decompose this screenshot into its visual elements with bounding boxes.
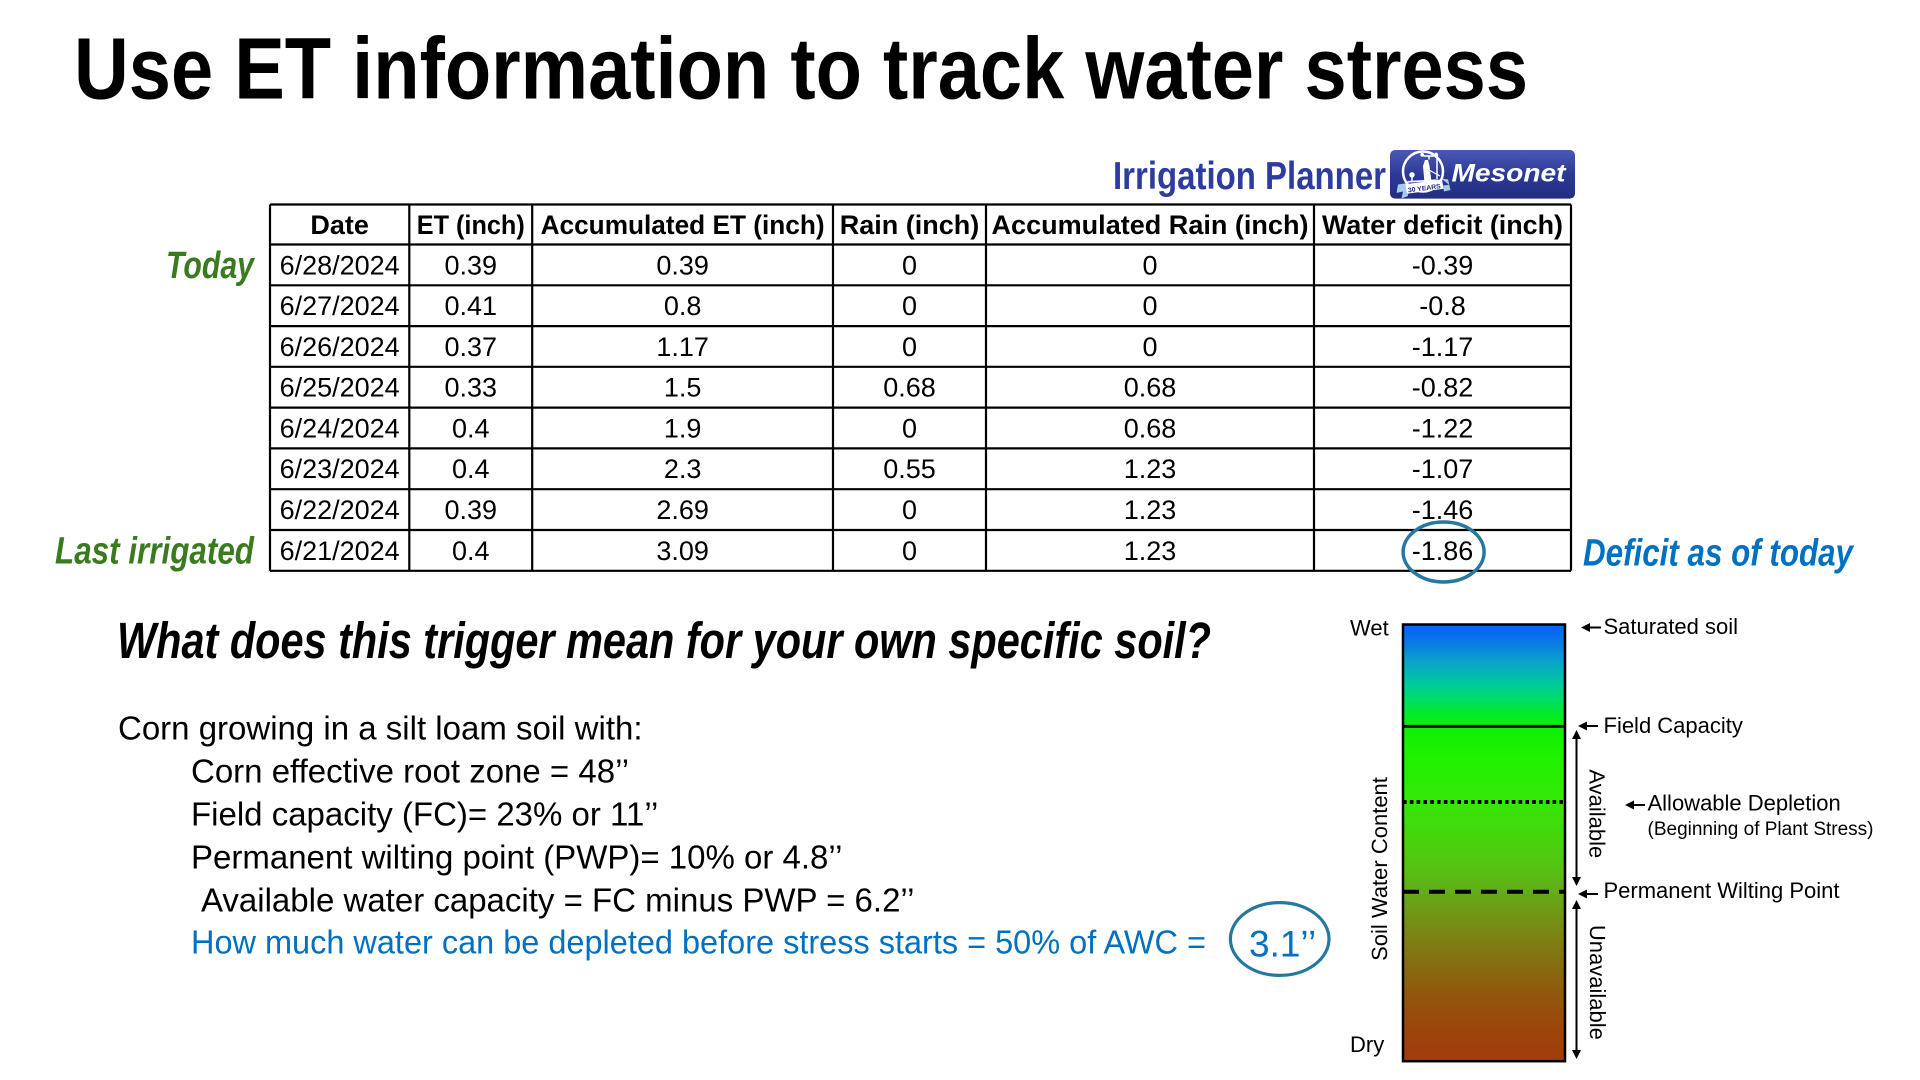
svg-text:1.17: 1.17 — [656, 332, 709, 362]
svg-text:-0.8: -0.8 — [1419, 291, 1466, 321]
svg-text:-1.86: -1.86 — [1412, 536, 1474, 566]
svg-text:6/28/2024: 6/28/2024 — [280, 250, 400, 280]
svg-text:Soil Water Content: Soil Water Content — [1367, 777, 1392, 961]
svg-text:0.55: 0.55 — [883, 454, 936, 484]
svg-text:Saturated soil: Saturated soil — [1604, 614, 1739, 639]
svg-text:Field capacity (FC)= 23% or 11: Field capacity (FC)= 23% or 11’’ — [191, 795, 658, 832]
svg-text:Water deficit (inch): Water deficit (inch) — [1322, 210, 1563, 240]
svg-text:1.9: 1.9 — [664, 413, 702, 443]
svg-text:0.39: 0.39 — [444, 250, 497, 280]
svg-text:3.1’’: 3.1’’ — [1249, 924, 1316, 965]
svg-text:-1.46: -1.46 — [1412, 495, 1474, 525]
svg-text:Date: Date — [310, 210, 369, 240]
svg-text:Wet: Wet — [1350, 615, 1389, 640]
svg-text:0.68: 0.68 — [1124, 373, 1177, 403]
svg-text:Use ET information to track wa: Use ET information to track water stress — [74, 21, 1528, 118]
svg-text:0: 0 — [1142, 250, 1157, 280]
svg-text:Permanent wilting point (PWP)=: Permanent wilting point (PWP)= 10% or 4.… — [191, 838, 842, 875]
svg-text:-0.39: -0.39 — [1412, 250, 1474, 280]
svg-text:3.09: 3.09 — [656, 536, 709, 566]
svg-text:6/21/2024: 6/21/2024 — [280, 536, 400, 566]
svg-text:Mesonet: Mesonet — [1452, 160, 1568, 188]
svg-text:30 YEARS: 30 YEARS — [1408, 183, 1442, 194]
svg-text:1.23: 1.23 — [1124, 495, 1177, 525]
svg-text:Today: Today — [166, 245, 255, 287]
svg-text:6/25/2024: 6/25/2024 — [280, 373, 400, 403]
svg-text:0.4: 0.4 — [452, 536, 490, 566]
svg-text:Corn effective root zone = 48’: Corn effective root zone = 48’’ — [191, 752, 629, 789]
svg-text:0.4: 0.4 — [452, 454, 490, 484]
svg-text:Unavailable: Unavailable — [1585, 925, 1610, 1040]
svg-text:2.3: 2.3 — [664, 454, 702, 484]
svg-text:-1.22: -1.22 — [1412, 413, 1474, 443]
svg-text:Permanent Wilting Point: Permanent Wilting Point — [1604, 878, 1840, 903]
svg-text:-1.07: -1.07 — [1412, 454, 1474, 484]
svg-text:-1.17: -1.17 — [1412, 332, 1474, 362]
svg-text:0: 0 — [902, 291, 917, 321]
svg-text:1.5: 1.5 — [664, 373, 702, 403]
svg-text:6/24/2024: 6/24/2024 — [280, 413, 400, 443]
svg-text:1.23: 1.23 — [1124, 536, 1177, 566]
svg-text:0.8: 0.8 — [664, 291, 702, 321]
svg-text:0: 0 — [1142, 332, 1157, 362]
svg-text:0.68: 0.68 — [1124, 413, 1177, 443]
svg-text:0: 0 — [902, 332, 917, 362]
svg-text:0: 0 — [902, 536, 917, 566]
svg-text:Deficit as of today: Deficit as of today — [1583, 533, 1855, 575]
svg-text:ET (inch): ET (inch) — [417, 210, 525, 240]
svg-text:Available water capacity = FC: Available water capacity = FC minus PWP … — [201, 881, 915, 918]
svg-text:What does this trigger mean fo: What does this trigger mean for your own… — [117, 612, 1211, 669]
svg-text:0: 0 — [902, 413, 917, 443]
svg-text:Accumulated ET (inch): Accumulated ET (inch) — [541, 210, 825, 240]
svg-text:6/26/2024: 6/26/2024 — [280, 332, 400, 362]
svg-text:0.39: 0.39 — [444, 495, 497, 525]
svg-text:6/27/2024: 6/27/2024 — [280, 291, 400, 321]
svg-text:0: 0 — [902, 495, 917, 525]
svg-text:Last irrigated: Last irrigated — [55, 530, 255, 572]
svg-text:Available: Available — [1585, 769, 1610, 858]
svg-text:Irrigation Planner: Irrigation Planner — [1113, 155, 1386, 198]
svg-text:Dry: Dry — [1350, 1032, 1384, 1057]
svg-text:0: 0 — [1142, 291, 1157, 321]
svg-text:0: 0 — [902, 250, 917, 280]
svg-text:2.69: 2.69 — [656, 495, 709, 525]
svg-text:0.39: 0.39 — [656, 250, 709, 280]
svg-text:0.37: 0.37 — [444, 332, 497, 362]
svg-text:0.68: 0.68 — [883, 373, 936, 403]
svg-text:6/23/2024: 6/23/2024 — [280, 454, 400, 484]
svg-text:Field Capacity: Field Capacity — [1604, 713, 1743, 738]
svg-text:0.41: 0.41 — [444, 291, 497, 321]
svg-text:-0.82: -0.82 — [1412, 373, 1474, 403]
svg-text:1.23: 1.23 — [1124, 454, 1177, 484]
svg-text:Rain (inch): Rain (inch) — [840, 210, 980, 240]
svg-text:0.33: 0.33 — [444, 373, 497, 403]
svg-text:Allowable Depletion: Allowable Depletion — [1648, 791, 1841, 816]
svg-text:Corn growing in a silt loam so: Corn growing in a silt loam soil with: — [118, 710, 643, 747]
svg-text:6/22/2024: 6/22/2024 — [280, 495, 400, 525]
svg-text:Accumulated Rain (inch): Accumulated Rain (inch) — [992, 210, 1309, 240]
svg-text:0.4: 0.4 — [452, 413, 490, 443]
svg-text:How much water can be depleted: How much water can be depleted before st… — [191, 923, 1206, 960]
svg-text:(Beginning of Plant Stress): (Beginning of Plant Stress) — [1648, 819, 1874, 840]
